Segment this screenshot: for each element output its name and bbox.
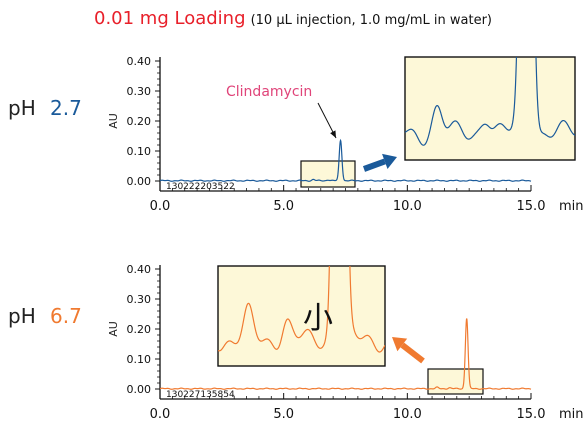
x-tick-label: 10.0 [393, 407, 422, 422]
x-tick-label: 5.0 [273, 407, 294, 422]
x-tick-label: 10.0 [393, 199, 422, 214]
y-tick-label: 0.10 [127, 145, 152, 158]
y-tick-label: 0.30 [127, 85, 152, 98]
condition-value: 6.7 [50, 304, 82, 328]
zoom-arrow-head [382, 153, 397, 169]
y-tick-label: 0.10 [127, 353, 152, 366]
zoom-region-box [300, 160, 356, 188]
y-tick-label: 0.20 [127, 323, 152, 336]
y-tick-label: 0.40 [127, 263, 152, 276]
chart-title: 0.01 mg Loading (10 µL injection, 1.0 mg… [0, 8, 586, 29]
run-id: 130227135854 [166, 390, 235, 400]
x-tick-label: 5.0 [273, 199, 294, 214]
run-id: 130222203522 [166, 182, 235, 192]
x-tick-label: 0.0 [150, 199, 171, 214]
zoom-inset-box [217, 265, 386, 367]
y-tick-label: 0.00 [127, 383, 152, 396]
x-tick-label: 0.0 [150, 407, 171, 422]
y-tick-label: 0.30 [127, 293, 152, 306]
peak-annotation: Clindamycin [226, 84, 312, 100]
zoom-series-line [218, 266, 385, 353]
x-tick-label: 15.0 [517, 199, 546, 214]
x-tick-label: 15.0 [517, 407, 546, 422]
zoom-arrow [362, 158, 386, 172]
chart-title-main: 0.01 mg Loading [94, 8, 246, 29]
zoom-inset-box [404, 56, 576, 161]
zoom-arrow [400, 342, 425, 364]
y-axis-label: AU [107, 321, 120, 337]
chart-title-sub: (10 µL injection, 1.0 mg/mL in water) [250, 13, 492, 28]
y-tick-label: 0.40 [127, 55, 152, 68]
series-line [159, 318, 532, 390]
zoom-series-line [405, 57, 575, 146]
x-axis-label: min [559, 407, 584, 422]
annotation-leader-head [330, 130, 336, 138]
chart-panel-0: pH 2.7 AU 0.00 0.10 0.20 0.30 0.40 0.0 5.0 10.0 15.… [8, 55, 584, 214]
y-axis-label: AU [107, 113, 120, 129]
condition-value: 2.7 [50, 96, 82, 120]
zoom-region-box [427, 368, 484, 395]
zoom-arrow-head [392, 337, 408, 352]
series-line [159, 138, 532, 182]
inset-annotation: 小 [303, 301, 333, 336]
chart-panel-1: pH 6.7 AU 0.00 0.10 0.20 0.30 0.40 0.0 5.0 10.0 15.… [8, 263, 584, 422]
x-axis-label: min [559, 199, 584, 214]
condition-label: pH [8, 96, 36, 120]
y-tick-label: 0.20 [127, 115, 152, 128]
condition-label: pH [8, 304, 36, 328]
y-tick-label: 0.00 [127, 175, 152, 188]
